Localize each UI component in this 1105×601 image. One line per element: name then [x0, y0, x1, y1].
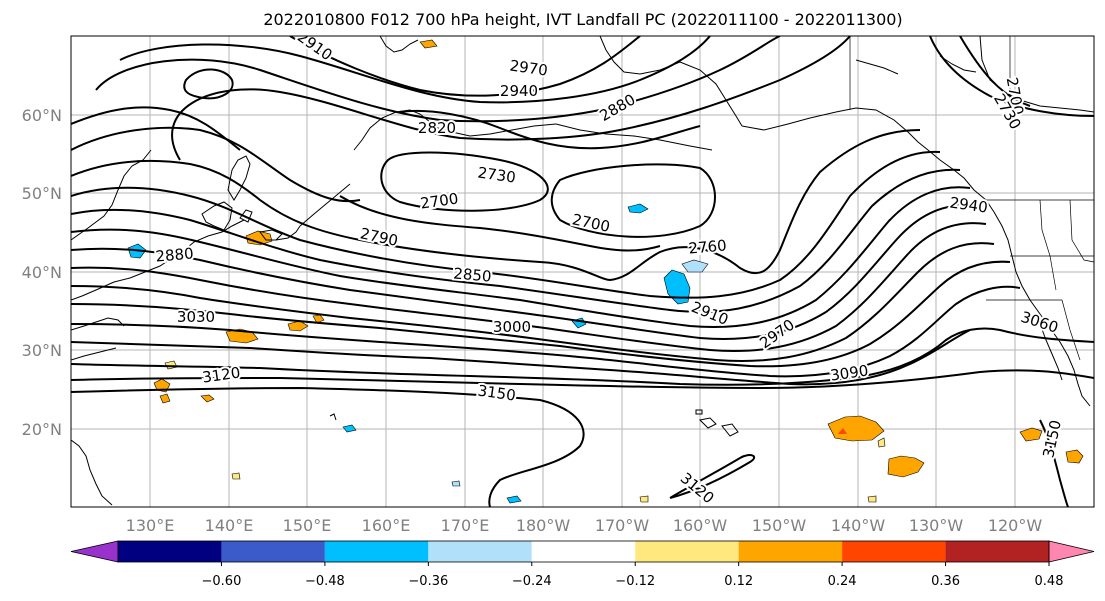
colorbar-tick-label: 0.36 — [931, 574, 960, 589]
colorbar-frame — [117, 540, 1050, 563]
lon-tick-label: 130°W — [909, 516, 964, 535]
contour-label: 2820 — [418, 119, 456, 137]
gridlines — [71, 36, 1094, 507]
lon-tick-label: 180°W — [516, 516, 571, 535]
colorbar-tick-label: −0.36 — [408, 574, 448, 589]
height-contours — [71, 36, 1094, 507]
lon-tick-label: 170°E — [441, 516, 490, 535]
colorbar-segment — [428, 541, 532, 562]
lat-tick-label: 50°N — [22, 184, 62, 203]
colorbar-segment — [842, 541, 946, 562]
map-title: 2022010800 F012 700 hPa height, IVT Land… — [263, 10, 902, 29]
colorbar-segment — [221, 541, 325, 562]
lon-tick-label: 170°W — [595, 516, 650, 535]
colorbar-tick-label: −0.48 — [305, 574, 345, 589]
colorbar-extend-high — [1048, 540, 1095, 563]
colorbar-segment — [945, 541, 1049, 562]
map-frame — [70, 35, 1095, 508]
colorbar-segment — [635, 541, 739, 562]
colorbar-tick-label: −0.24 — [512, 574, 552, 589]
colorbar-segment — [531, 541, 636, 562]
lat-tick-label: 60°N — [22, 106, 62, 125]
colorbar-tick-label: −0.12 — [615, 574, 655, 589]
lon-tick-label: 140°W — [831, 516, 886, 535]
contour-label: 3030 — [177, 308, 215, 326]
colorbar-tick-label: 0.12 — [724, 574, 753, 589]
colorbar-extend-low — [70, 540, 119, 563]
lon-tick-label: 160°W — [673, 516, 728, 535]
colorbar-segment — [324, 541, 429, 562]
lon-tick-label: 140°E — [205, 516, 254, 535]
lat-tick-label: 40°N — [22, 263, 62, 282]
contour-label: 2760 — [688, 236, 728, 257]
colorbar-segment — [738, 541, 843, 562]
colorbar-segment — [118, 541, 222, 562]
contour-label: 3150 — [477, 381, 517, 404]
lon-tick-label: 150°E — [283, 516, 332, 535]
contour-label: 2850 — [453, 264, 493, 285]
pc-shading-positive — [153, 39, 1084, 503]
lon-tick-label: 150°W — [752, 516, 807, 535]
contour-label: 3000 — [493, 318, 531, 336]
lon-tick-label: 120°W — [988, 516, 1043, 535]
lat-tick-label: 20°N — [22, 420, 62, 439]
colorbar-tick-label: 0.24 — [828, 574, 857, 589]
colorbar-tick-label: −0.60 — [202, 574, 242, 589]
lat-tick-label: 30°N — [22, 341, 62, 360]
colorbar: −0.60 −0.48 −0.36 −0.24 −0.12 0.12 0.24 0.36 0.4… — [70, 540, 1095, 589]
lon-tick-label: 160°E — [362, 516, 411, 535]
contour-label: 3090 — [829, 361, 869, 384]
axis-ticks: 130°E 140°E 150°E 160°E 170°E 180°W 170°W 160°W… — [22, 106, 1043, 535]
contour-label: 2940 — [500, 82, 538, 100]
contour-label: 2880 — [155, 244, 195, 265]
lon-tick-label: 130°E — [126, 516, 175, 535]
political-borders — [849, 36, 1094, 361]
colorbar-tick-label: 0.48 — [1035, 574, 1064, 589]
